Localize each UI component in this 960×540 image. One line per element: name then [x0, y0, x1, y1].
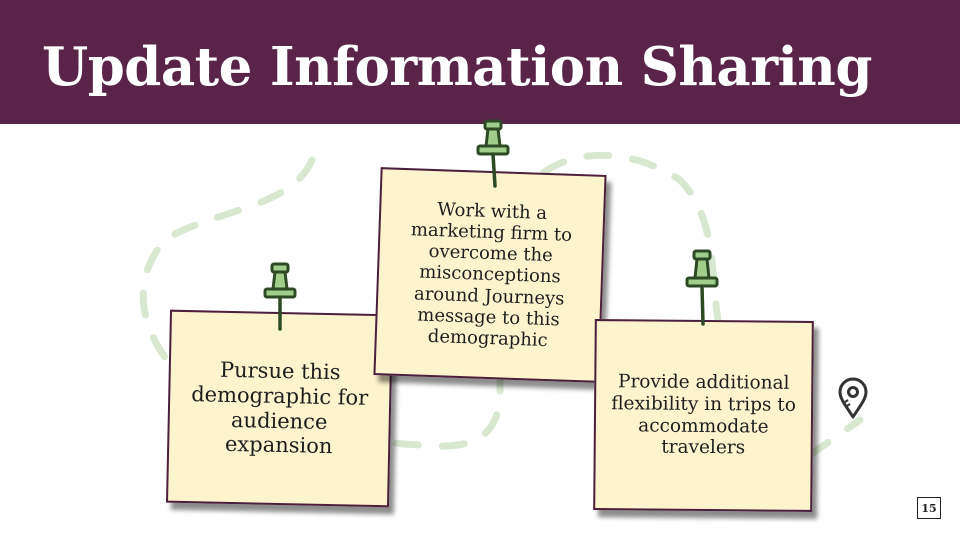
- slide-header: Update Information Sharing: [0, 0, 960, 124]
- sticky-note-marketing: Work with a marketing firm to overcome t…: [373, 167, 607, 383]
- sticky-note-text: Pursue this demographic for audience exp…: [191, 357, 369, 459]
- pushpin-icon: [476, 119, 510, 188]
- sticky-note-audience: Pursue this demographic for audience exp…: [166, 309, 393, 508]
- sticky-note-flexibility: Provide additional flexibility in trips …: [593, 319, 814, 512]
- sticky-note-text: Provide additional flexibility in trips …: [611, 371, 797, 459]
- slide-title: Update Information Sharing: [42, 36, 872, 98]
- map-pin-icon: [838, 377, 868, 419]
- sticky-note-text: Work with a marketing firm to overcome t…: [410, 198, 573, 352]
- pushpin-icon: [263, 262, 297, 331]
- pushpin-icon: [685, 249, 719, 326]
- page-number: 15: [917, 497, 941, 519]
